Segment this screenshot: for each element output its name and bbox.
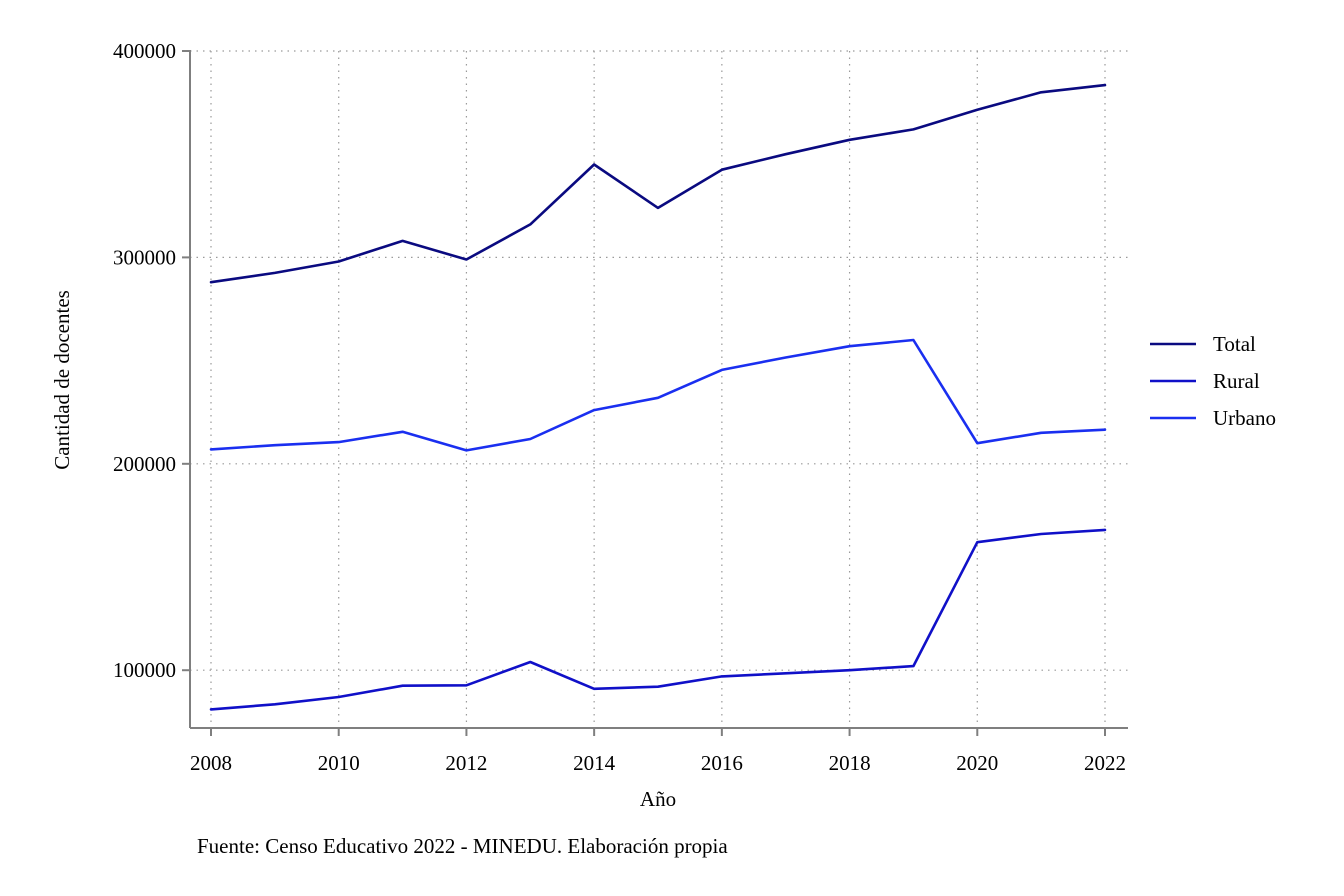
legend-label-rural: Rural (1213, 369, 1260, 393)
series-line-urbano (209, 338, 1107, 452)
x-tick-label: 2016 (701, 751, 743, 775)
x-tick-label: 2018 (829, 751, 871, 775)
source-note: Fuente: Censo Educativo 2022 - MINEDU. E… (197, 834, 728, 858)
x-tick-label: 2022 (1084, 751, 1126, 775)
series-line-total (209, 83, 1107, 284)
x-axis-title: Año (640, 787, 676, 811)
x-tick-label: 2014 (573, 751, 616, 775)
x-tick-label: 2008 (190, 751, 232, 775)
x-tick-label: 2010 (318, 751, 360, 775)
legend-label-total: Total (1213, 332, 1256, 356)
y-tick-label: 300000 (113, 245, 176, 269)
series-lines (209, 83, 1107, 711)
y-tick-label: 200000 (113, 452, 176, 476)
legend: Total Rural Urbano (1150, 332, 1276, 430)
y-tick-label: 100000 (113, 658, 176, 682)
x-tick-label: 2012 (445, 751, 487, 775)
grid-lines (190, 50, 1128, 728)
series-line-rural (209, 528, 1107, 711)
axis-ticks: 100000 200000 300000 400000 2008 2010 2012 2014… (113, 39, 1126, 775)
y-tick-label: 400000 (113, 39, 176, 63)
y-axis-title: Cantidad de docentes (50, 290, 74, 470)
x-tick-label: 2020 (956, 751, 998, 775)
legend-label-urbano: Urbano (1213, 406, 1276, 430)
